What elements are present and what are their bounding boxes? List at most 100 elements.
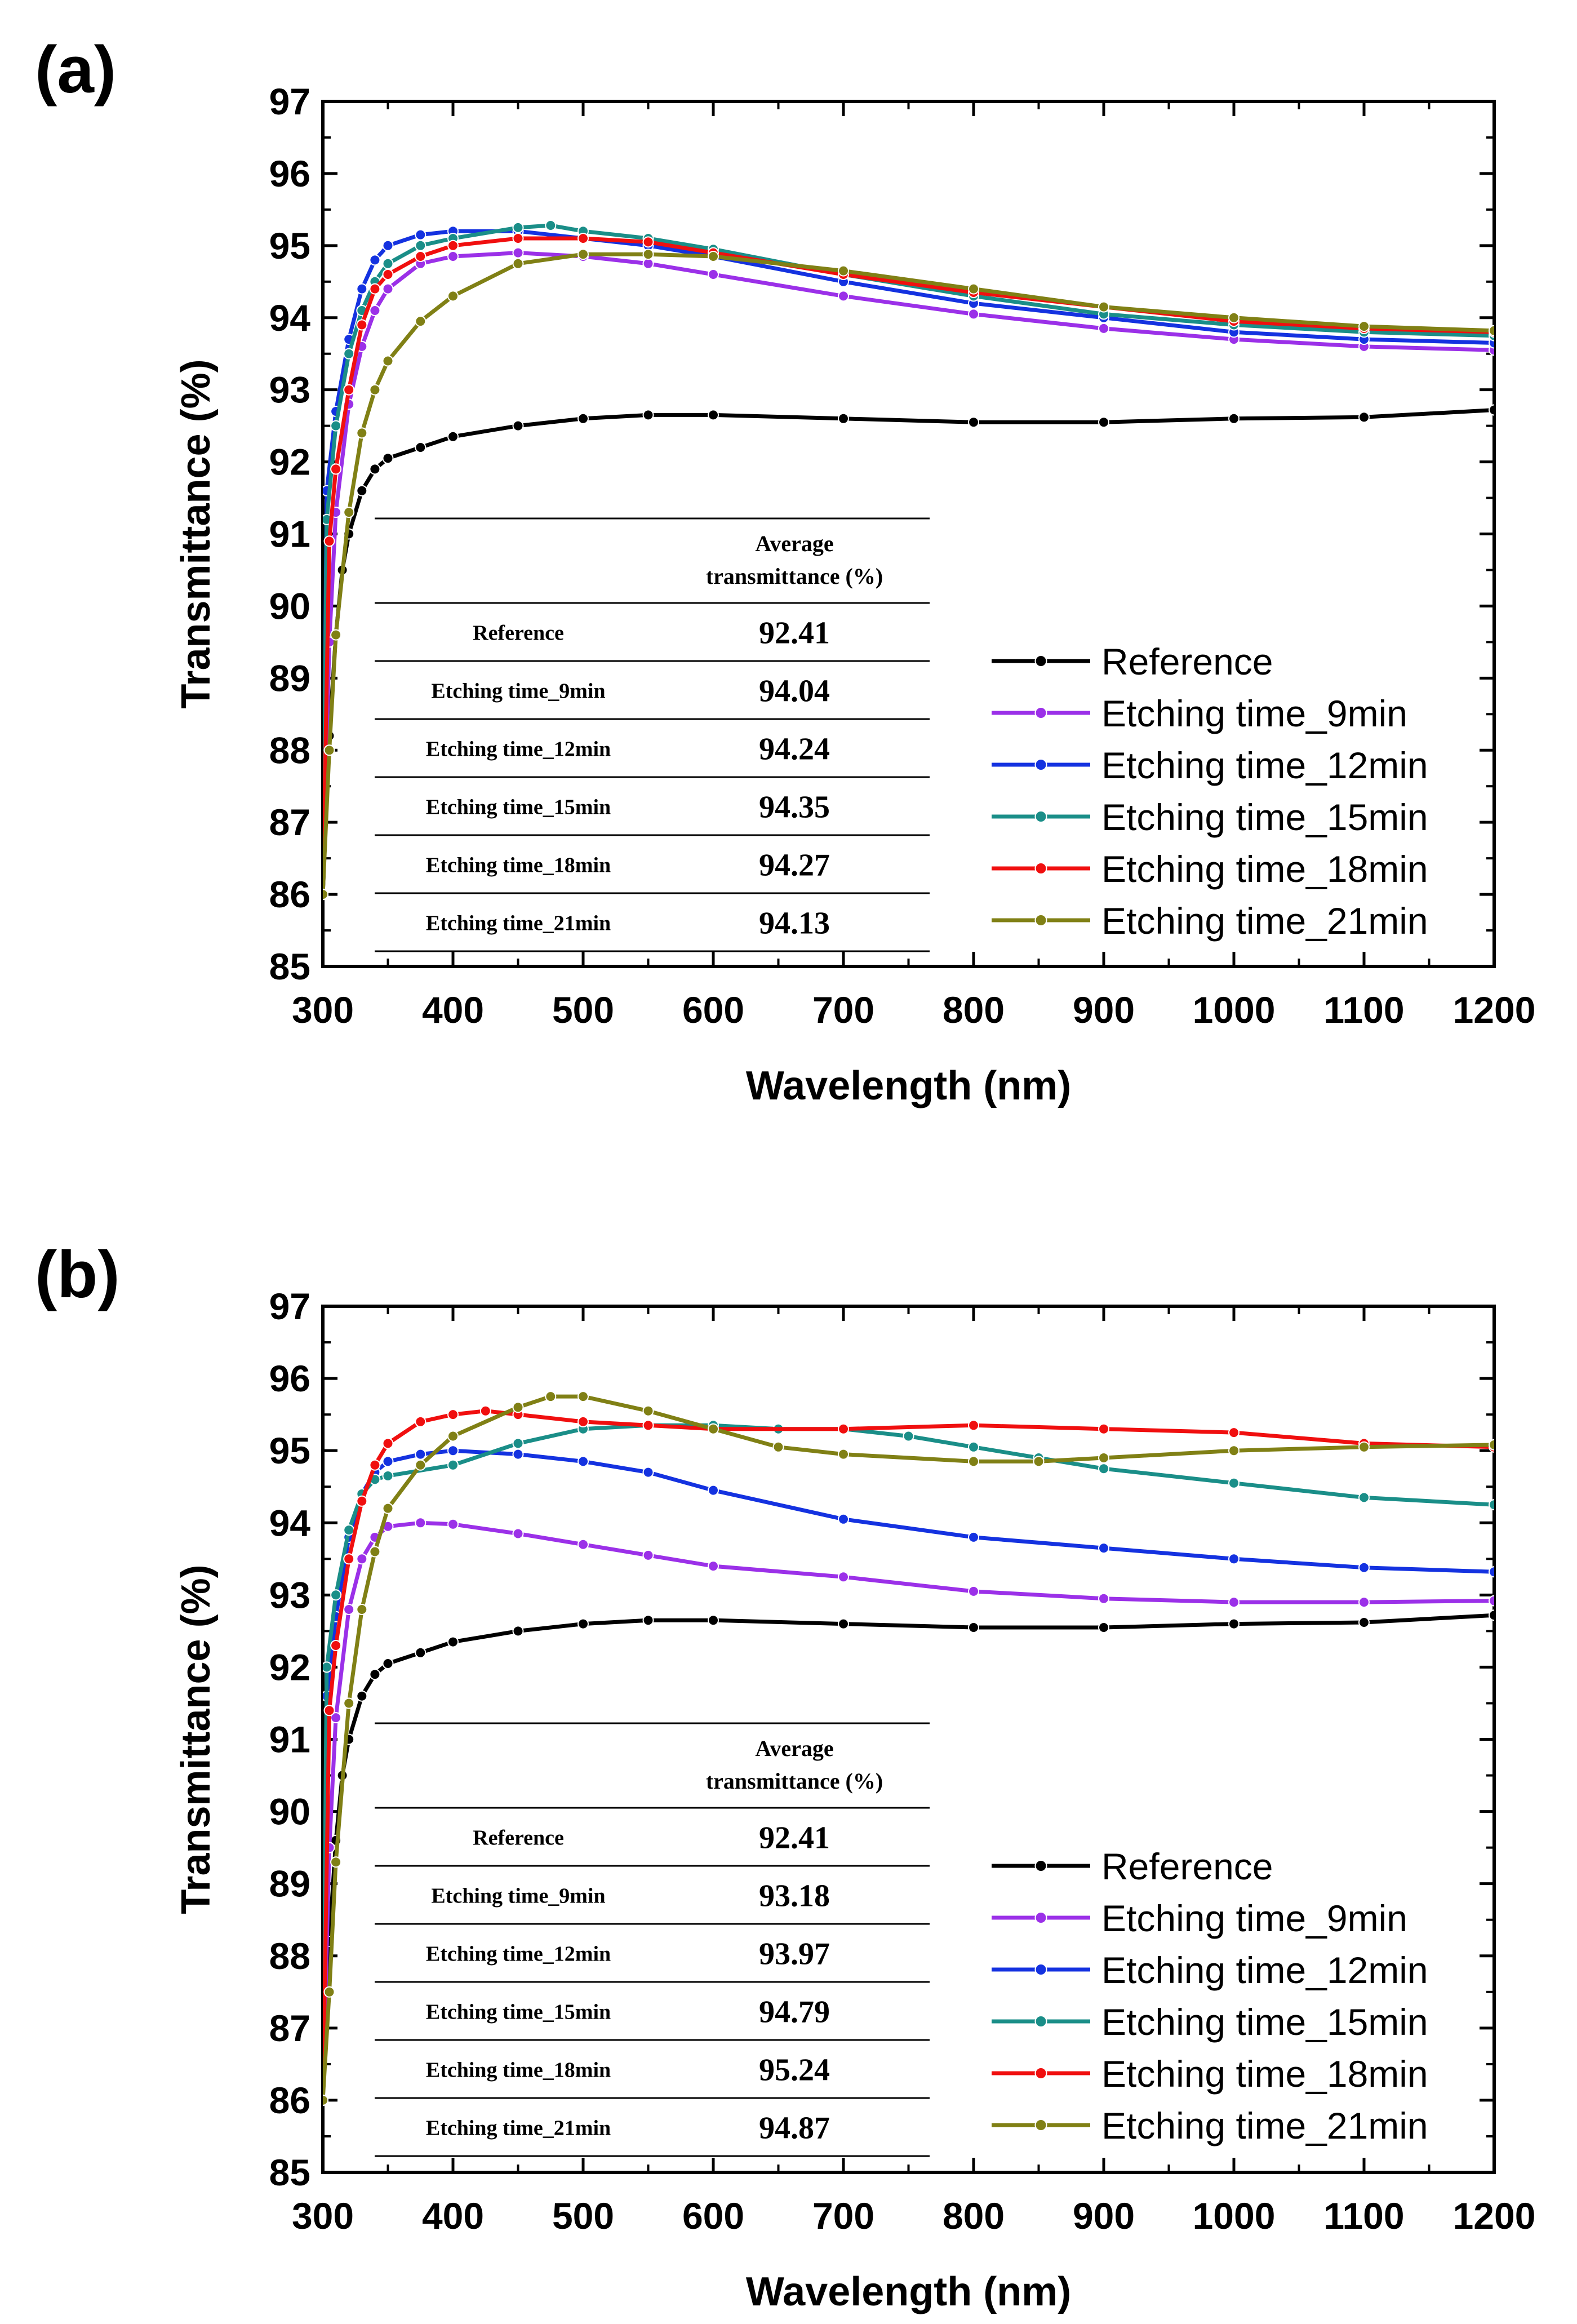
x-tick-label: 300	[292, 989, 354, 1031]
y-tick-label: 96	[269, 1358, 310, 1399]
data-point	[343, 384, 355, 396]
data-point	[642, 1549, 654, 1561]
data-point	[1098, 322, 1109, 334]
data-point	[708, 1484, 719, 1496]
data-point	[1228, 312, 1240, 323]
data-point	[356, 1553, 368, 1565]
data-point	[512, 1528, 524, 1540]
table-row-name: Etching time_21min	[426, 912, 611, 935]
legend-label: Etching time_15min	[1101, 796, 1428, 838]
y-tick-label: 94	[269, 297, 311, 339]
x-axis-label: Wavelength (nm)	[746, 2269, 1071, 2314]
table-row-name: Etching time_12min	[426, 738, 611, 761]
legend-marker	[1034, 759, 1047, 771]
panel-b-chart: (b) 300 400 500 600 700 800 900 1000 1100 1200 85 86…	[35, 1238, 1535, 2314]
data-point	[578, 1416, 589, 1427]
data-point	[447, 431, 459, 442]
legend-item: Etching time_12min	[992, 1949, 1428, 1991]
table-row-value: 93.18	[759, 1879, 830, 1914]
data-point	[1098, 1593, 1109, 1604]
legend-label: Etching time_18min	[1101, 2053, 1428, 2095]
data-point	[323, 1705, 335, 1717]
data-point	[578, 1538, 589, 1550]
data-point	[545, 1391, 557, 1403]
data-point	[447, 1636, 459, 1648]
data-point	[1228, 1477, 1240, 1489]
legend-marker	[1034, 2119, 1047, 2131]
data-point	[968, 1456, 979, 1467]
data-point	[1489, 325, 1494, 336]
series-line	[323, 1409, 1494, 2103]
legend-marker	[1034, 810, 1047, 823]
data-point	[642, 1466, 654, 1478]
series-etching-time-21min	[323, 249, 1494, 901]
data-point	[1358, 321, 1370, 332]
data-point	[356, 1495, 368, 1507]
table-row-value: 93.97	[759, 1937, 830, 1972]
data-point	[968, 308, 979, 320]
data-point	[415, 240, 427, 251]
data-point	[1358, 1492, 1370, 1503]
table-row-name: Reference	[473, 1826, 564, 1850]
y-tick-label: 88	[269, 1935, 310, 1977]
data-point	[578, 413, 589, 424]
legend-marker	[1034, 655, 1047, 667]
y-tick-label: 89	[269, 657, 310, 699]
table-row-name: Etching time_21min	[426, 2117, 611, 2140]
y-tick-label: 88	[269, 729, 310, 771]
legend-marker	[1034, 914, 1047, 926]
inset-table: Average transmittance (%) Reference 92.41 Et…	[375, 517, 930, 952]
data-point	[369, 1669, 381, 1680]
legend-item: Etching time_21min	[992, 2105, 1428, 2146]
data-point	[838, 1571, 849, 1583]
data-point	[968, 1531, 979, 1543]
table-row-name: Etching time_9min	[431, 1884, 605, 1908]
data-point	[642, 409, 654, 421]
table-row-value: 95.24	[759, 2053, 830, 2088]
legend-item: Etching time_9min	[992, 1897, 1407, 1939]
legend-label: Etching time_21min	[1101, 900, 1428, 942]
table-header: Average transmittance (%)	[706, 1736, 883, 1794]
table-header-line: transmittance (%)	[706, 564, 883, 589]
table-row-value: 94.04	[759, 674, 830, 709]
table-row-name: Etching time_15min	[426, 796, 611, 819]
data-point	[415, 442, 427, 453]
data-point	[323, 889, 328, 901]
data-point	[708, 1423, 719, 1435]
data-point	[330, 1856, 342, 1868]
table-row-value: 92.41	[759, 616, 830, 651]
data-point	[838, 290, 849, 302]
y-tick-label: 93	[269, 1574, 310, 1616]
data-point	[369, 305, 381, 316]
legend-label: Etching time_15min	[1101, 2001, 1428, 2043]
data-point	[708, 269, 719, 280]
data-point	[382, 1438, 394, 1449]
y-tick-label: 85	[269, 2152, 310, 2193]
data-point	[642, 249, 654, 260]
legend-label: Etching time_12min	[1101, 744, 1428, 786]
data-point	[642, 236, 654, 248]
plot-area	[323, 1391, 1494, 2106]
x-tick-label: 500	[552, 989, 614, 1031]
table-header-line: Average	[755, 531, 833, 556]
data-point	[968, 416, 979, 428]
y-axis-label: Transmittance (%)	[174, 1564, 219, 1914]
data-point	[356, 319, 368, 331]
data-point	[343, 1697, 355, 1709]
data-point	[1228, 1596, 1240, 1608]
legend-item: Etching time_15min	[992, 796, 1428, 838]
legend-item: Reference	[992, 641, 1273, 682]
plot-area	[323, 220, 1494, 901]
x-tick-label: 600	[682, 2195, 744, 2237]
legend-item: Etching time_15min	[992, 2001, 1428, 2043]
data-point	[382, 269, 394, 280]
x-tick-label: 400	[422, 2195, 484, 2237]
y-tick-label: 85	[269, 946, 310, 987]
data-point	[1098, 1622, 1109, 1633]
data-point	[1358, 1596, 1370, 1608]
data-point	[415, 229, 427, 241]
y-tick-label: 95	[269, 225, 310, 267]
data-point	[1358, 1617, 1370, 1628]
data-point	[1489, 1499, 1494, 1511]
